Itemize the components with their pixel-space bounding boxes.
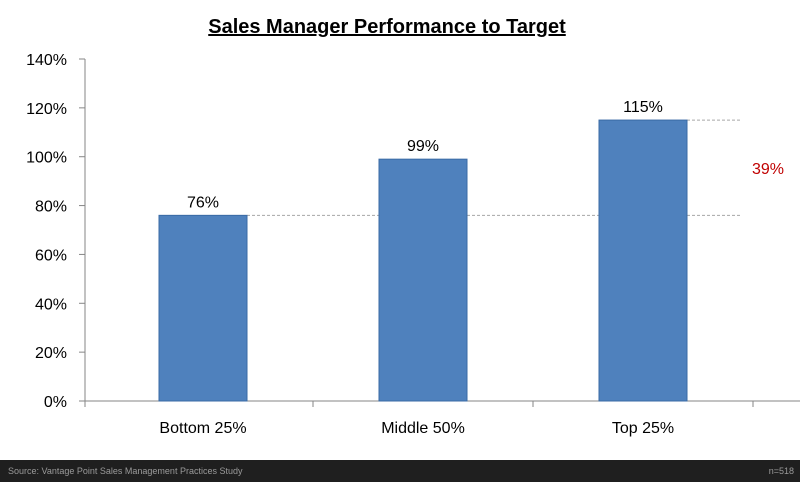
category-label: Top 25%	[612, 420, 674, 437]
category-label: Middle 50%	[381, 420, 465, 437]
y-tick-label: 60%	[35, 247, 67, 264]
bar	[598, 119, 688, 402]
data-label: 115%	[623, 99, 663, 116]
source-note: Source: Vantage Point Sales Management P…	[8, 466, 243, 476]
y-tick-label: 20%	[35, 345, 67, 362]
y-tick-label: 120%	[26, 101, 67, 118]
y-tick-label: 80%	[35, 199, 67, 216]
labels: 76% Bottom 25% 99% Middle 50% 115% Top 25%	[159, 99, 674, 437]
bar	[158, 214, 248, 402]
data-label: 76%	[187, 194, 219, 211]
chart-title: Sales Manager Performance to Target	[208, 16, 566, 38]
data-label: 99%	[407, 138, 439, 155]
bar	[378, 158, 468, 402]
y-tick-label: 140%	[26, 52, 67, 69]
source-footer: Source: Vantage Point Sales Management P…	[0, 460, 800, 482]
y-tick-label: 40%	[35, 296, 67, 313]
y-tick-label: 0%	[44, 394, 67, 411]
difference-annotation: 39%	[752, 161, 784, 178]
y-tick-label: 100%	[26, 150, 67, 167]
bars	[158, 119, 688, 402]
category-label: Bottom 25%	[159, 420, 246, 437]
sample-size: n=518	[768, 466, 794, 476]
